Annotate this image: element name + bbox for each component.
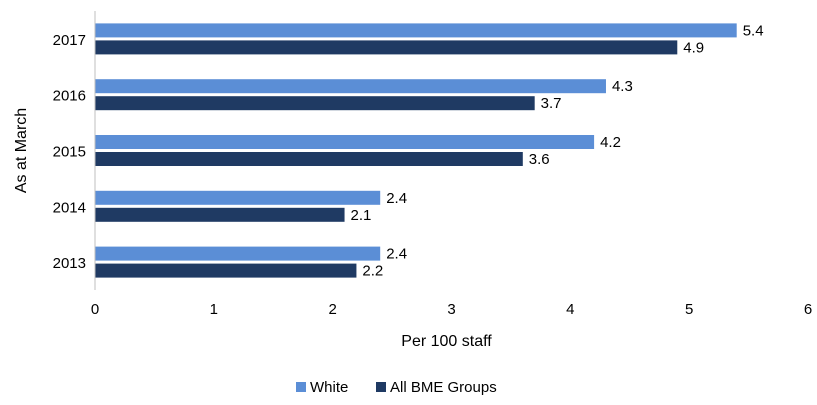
x-tick-label-0: 0 xyxy=(91,301,99,318)
legend-swatch-white xyxy=(296,382,306,392)
data-label-all-bme-groups-2014: 2.1 xyxy=(351,207,372,224)
data-label-all-bme-groups-2013: 2.2 xyxy=(362,263,383,280)
y-tick-label-2015: 2015 xyxy=(53,144,86,161)
x-tick-label-1: 1 xyxy=(210,301,218,318)
y-tick-labels: 2017 2016 2015 2014 2013 xyxy=(53,32,86,272)
bars-layer xyxy=(95,23,737,278)
bar-white-2013 xyxy=(95,246,381,261)
data-label-white-2014: 2.4 xyxy=(386,190,407,207)
bar-all-bme-groups-2017 xyxy=(95,40,678,55)
bar-white-2017 xyxy=(95,23,737,38)
y-tick-label-2013: 2013 xyxy=(53,255,86,272)
y-tick-label-2014: 2014 xyxy=(53,199,86,216)
data-label-white-2016: 4.3 xyxy=(612,78,633,95)
x-axis-title: Per 100 staff xyxy=(401,333,492,350)
data-label-white-2017: 5.4 xyxy=(743,22,764,39)
bar-white-2016 xyxy=(95,79,606,94)
legend-label-all-bme-groups: All BME Groups xyxy=(390,379,497,396)
x-tick-label-3: 3 xyxy=(447,301,455,318)
x-tick-labels: 0 1 2 3 4 5 6 xyxy=(91,301,812,318)
y-tick-label-2017: 2017 xyxy=(53,32,86,49)
legend-label-white: White xyxy=(310,379,348,396)
bar-all-bme-groups-2014 xyxy=(95,207,345,222)
data-label-white-2013: 2.4 xyxy=(386,246,407,263)
y-tick-label-2016: 2016 xyxy=(53,88,86,105)
data-label-all-bme-groups-2015: 3.6 xyxy=(529,151,550,168)
data-label-all-bme-groups-2017: 4.9 xyxy=(683,39,704,56)
bar-white-2014 xyxy=(95,190,381,205)
data-label-white-2015: 4.2 xyxy=(600,134,621,151)
y-axis-title: As at March xyxy=(13,108,30,193)
legend-swatch-all-bme-groups xyxy=(376,382,386,392)
x-tick-label-2: 2 xyxy=(328,301,336,318)
bar-all-bme-groups-2013 xyxy=(95,263,357,278)
bar-white-2015 xyxy=(95,135,595,149)
bar-all-bme-groups-2015 xyxy=(95,152,523,166)
data-labels: 5.44.94.33.74.23.62.42.12.42.2 xyxy=(351,22,764,279)
data-label-all-bme-groups-2016: 3.7 xyxy=(541,95,562,112)
x-tick-label-6: 6 xyxy=(804,301,812,318)
x-tick-label-5: 5 xyxy=(685,301,693,318)
legend: White All BME Groups xyxy=(296,379,497,396)
x-tick-label-4: 4 xyxy=(566,301,574,318)
bar-all-bme-groups-2016 xyxy=(95,96,535,111)
